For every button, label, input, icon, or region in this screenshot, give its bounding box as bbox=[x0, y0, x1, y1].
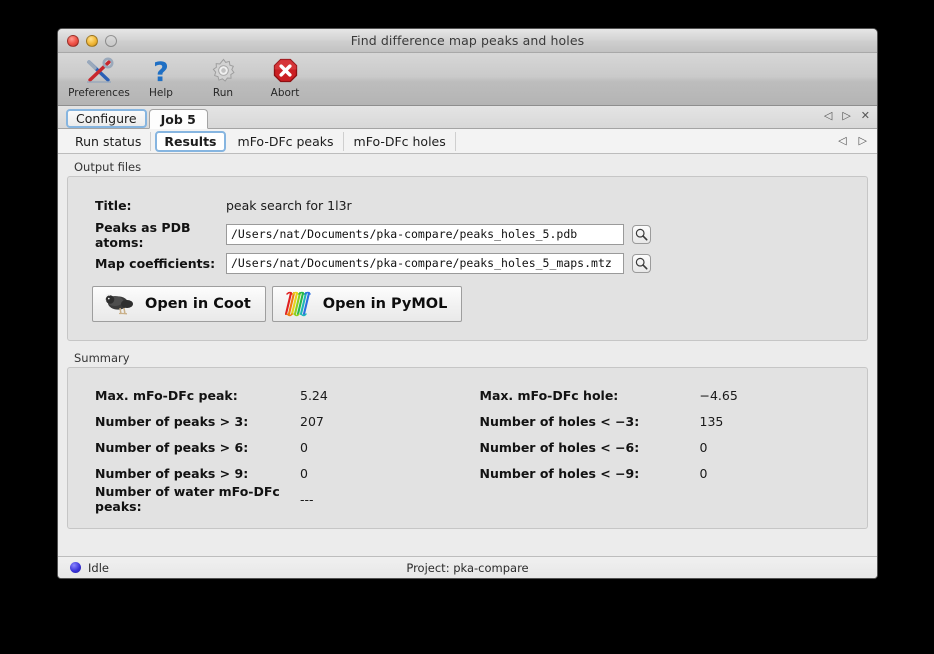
window-title: Find difference map peaks and holes bbox=[350, 33, 585, 48]
tab-job-5[interactable]: Job 5 bbox=[148, 109, 208, 129]
viewer-buttons: Open in Coot bbox=[68, 278, 867, 326]
water-peaks-value: --- bbox=[300, 491, 314, 507]
toolbar-button-preferences[interactable]: Preferences bbox=[68, 55, 130, 105]
summary-row: Number of holes < −6: 0 bbox=[468, 434, 868, 460]
status-bar: Idle Project: pka-compare bbox=[58, 556, 877, 578]
toolbar: Preferences ? Help bbox=[58, 53, 877, 106]
toolbar-label-help: Help bbox=[149, 87, 173, 99]
summary-group-label: Summary bbox=[74, 351, 130, 365]
tab-run-status[interactable]: Run status bbox=[66, 131, 152, 151]
job-tab-bar: Configure Job 5 ◁ ▷ ✕ bbox=[58, 106, 877, 129]
title-value: peak search for 1l3r bbox=[226, 198, 352, 213]
max-peak-label: Max. mFo-DFc peak: bbox=[95, 387, 238, 403]
map-coefficients-browse-button[interactable] bbox=[632, 254, 651, 273]
peaks-pdb-path-input[interactable]: /Users/nat/Documents/pka-compare/peaks_h… bbox=[226, 224, 624, 245]
holes-lt-6-value: 0 bbox=[699, 439, 708, 455]
max-hole-value: −4.65 bbox=[699, 387, 738, 403]
summary-row: Number of peaks > 3: 207 bbox=[68, 408, 468, 434]
water-peaks-label: Number of water mFo-DFc peaks: bbox=[95, 484, 280, 514]
peaks-gt-9-value: 0 bbox=[300, 465, 308, 481]
results-tab-nav: ◁ ▷ bbox=[838, 135, 867, 146]
results-tab-next-icon[interactable]: ▷ bbox=[858, 134, 867, 147]
minimize-window-button[interactable] bbox=[86, 35, 98, 47]
holes-lt-3-label: Number of holes < −3: bbox=[479, 413, 640, 429]
map-coefficients-path-input[interactable]: /Users/nat/Documents/pka-compare/peaks_h… bbox=[226, 253, 624, 274]
coot-bird-icon bbox=[102, 294, 133, 315]
title-bar[interactable]: Find difference map peaks and holes bbox=[58, 29, 877, 53]
gear-icon bbox=[210, 55, 237, 86]
job-tab-nav: ◁ ▷ ✕ bbox=[824, 110, 870, 121]
configure-button[interactable]: Configure bbox=[66, 109, 147, 128]
summary-row: Number of peaks > 6: 0 bbox=[68, 434, 468, 460]
holes-lt-9-label: Number of holes < −9: bbox=[479, 465, 640, 481]
summary-group: Summary Max. mFo-DFc peak: 5.24 Number o… bbox=[67, 351, 868, 529]
tools-icon bbox=[84, 55, 114, 86]
peaks-pdb-label: Peaks as PDB atoms: bbox=[95, 219, 191, 250]
summary-column-holes: Max. mFo-DFc hole: −4.65 Number of holes… bbox=[468, 382, 868, 512]
toolbar-button-run[interactable]: Run bbox=[192, 55, 254, 105]
tab-results[interactable]: Results bbox=[155, 130, 226, 152]
map-coefficients-label: Map coefficients: bbox=[95, 256, 216, 271]
application-window: Find difference map peaks and holes Pref… bbox=[57, 28, 878, 579]
output-files-group: Output files Title: peak search for 1l3r… bbox=[67, 160, 868, 341]
question-mark-icon: ? bbox=[150, 55, 172, 86]
close-window-button[interactable] bbox=[67, 35, 79, 47]
peaks-gt-3-label: Number of peaks > 3: bbox=[95, 413, 249, 429]
results-content: Output files Title: peak search for 1l3r… bbox=[58, 154, 877, 529]
peaks-gt-6-label: Number of peaks > 6: bbox=[95, 439, 249, 455]
summary-row: Number of holes < −3: 135 bbox=[468, 408, 868, 434]
output-files-group-label: Output files bbox=[74, 160, 142, 174]
tab-mfo-dfc-peaks[interactable]: mFo-DFc peaks bbox=[229, 131, 344, 151]
toolbar-label-preferences: Preferences bbox=[68, 87, 130, 99]
output-row-map-coefficients: Map coefficients: /Users/nat/Documents/p… bbox=[68, 249, 867, 278]
peaks-pdb-browse-button[interactable] bbox=[632, 225, 651, 244]
holes-lt-3-value: 135 bbox=[699, 413, 724, 429]
zoom-window-button[interactable] bbox=[105, 35, 117, 47]
status-text: Idle bbox=[88, 560, 109, 575]
stop-x-icon bbox=[272, 55, 299, 86]
magnifier-icon bbox=[635, 228, 648, 241]
toolbar-button-help[interactable]: ? Help bbox=[130, 55, 192, 105]
toolbar-label-abort: Abort bbox=[270, 87, 300, 99]
summary-row: Max. mFo-DFc hole: −4.65 bbox=[468, 382, 868, 408]
open-in-pymol-label: Open in PyMOL bbox=[322, 296, 448, 312]
holes-lt-9-value: 0 bbox=[699, 465, 708, 481]
summary-frame: Max. mFo-DFc peak: 5.24 Number of peaks … bbox=[67, 367, 868, 529]
max-hole-label: Max. mFo-DFc hole: bbox=[479, 387, 619, 403]
summary-row: Number of water mFo-DFc peaks: --- bbox=[68, 484, 468, 514]
open-in-coot-label: Open in Coot bbox=[145, 296, 251, 312]
max-peak-value: 5.24 bbox=[300, 387, 328, 403]
magnifier-icon bbox=[635, 257, 648, 270]
open-in-pymol-button[interactable]: Open in PyMOL bbox=[271, 286, 463, 322]
peaks-gt-3-value: 207 bbox=[300, 413, 324, 429]
peaks-gt-6-value: 0 bbox=[300, 439, 308, 455]
tab-mfo-dfc-holes[interactable]: mFo-DFc holes bbox=[345, 131, 456, 151]
results-tab-prev-icon[interactable]: ◁ bbox=[838, 134, 847, 147]
pymol-structure-icon bbox=[284, 291, 311, 317]
output-files-frame: Title: peak search for 1l3r Peaks as PDB… bbox=[67, 176, 868, 341]
summary-row: Max. mFo-DFc peak: 5.24 bbox=[68, 382, 468, 408]
summary-column-peaks: Max. mFo-DFc peak: 5.24 Number of peaks … bbox=[68, 382, 468, 515]
status-indicator-icon bbox=[70, 562, 81, 573]
toolbar-button-abort[interactable]: Abort bbox=[254, 55, 316, 105]
results-tab-bar: Run status Results mFo-DFc peaks mFo-DFc… bbox=[58, 129, 877, 154]
tab-prev-icon[interactable]: ◁ bbox=[823, 109, 833, 122]
tab-next-icon[interactable]: ▷ bbox=[842, 109, 851, 122]
toolbar-label-run: Run bbox=[212, 87, 234, 99]
open-in-coot-button[interactable]: Open in Coot bbox=[92, 286, 266, 322]
svg-text:?: ? bbox=[153, 57, 169, 85]
output-row-title: Title: peak search for 1l3r bbox=[68, 191, 867, 220]
summary-row: Number of peaks > 9: 0 bbox=[68, 460, 468, 486]
output-row-peaks-pdb: Peaks as PDB atoms: /Users/nat/Documents… bbox=[68, 219, 867, 250]
holes-lt-6-label: Number of holes < −6: bbox=[479, 439, 640, 455]
title-label: Title: bbox=[95, 198, 132, 213]
peaks-gt-9-label: Number of peaks > 9: bbox=[95, 465, 249, 481]
project-label: Project: pka-compare bbox=[406, 560, 529, 575]
window-controls bbox=[67, 35, 117, 47]
summary-row: Number of holes < −9: 0 bbox=[468, 460, 868, 486]
tab-close-icon[interactable]: ✕ bbox=[860, 109, 870, 122]
